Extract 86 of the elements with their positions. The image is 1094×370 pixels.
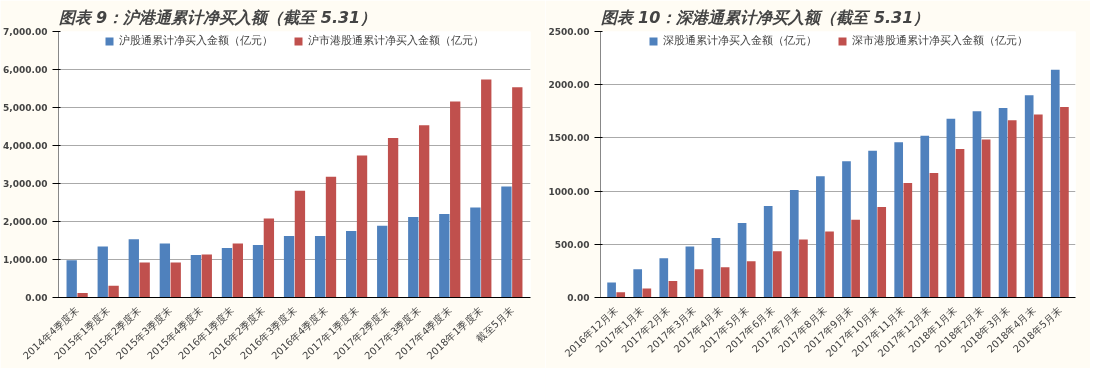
y-tick-label: 1,000.00: [3, 255, 48, 265]
bar: [501, 186, 512, 298]
legend-label: 沪市港股通累计净买入金额（亿元）: [308, 33, 484, 48]
bar: [633, 269, 643, 298]
bar: [659, 258, 669, 298]
bar: [450, 101, 461, 298]
bar: [694, 269, 704, 298]
bar: [877, 207, 887, 298]
bar: [1050, 69, 1060, 298]
bar: [512, 87, 523, 298]
bar: [418, 125, 430, 298]
bar: [1024, 95, 1034, 298]
y-tick-label: 1500.00: [548, 133, 590, 144]
bar: [66, 260, 77, 298]
y-tick-label: 5,000.00: [3, 103, 48, 113]
bar: [170, 262, 181, 298]
bar: [283, 235, 295, 298]
bar: [894, 142, 904, 298]
bar: [97, 246, 108, 298]
bar: [799, 239, 808, 298]
bar: [685, 246, 695, 298]
bar: [825, 231, 834, 298]
bar: [842, 161, 851, 298]
bar: [190, 254, 202, 298]
bar: [772, 251, 782, 298]
bar: [851, 219, 860, 298]
chart-title: 图表 10：深港通累计净买入额（截至 5.31）: [600, 7, 930, 27]
bar: [108, 285, 119, 298]
legend-label: 深市港股通累计净买入金额（亿元）: [851, 33, 1028, 48]
bar: [642, 288, 652, 298]
bar: [1060, 107, 1069, 298]
bar: [263, 218, 275, 298]
bar: [408, 216, 419, 298]
bar: [377, 225, 388, 298]
bar: [720, 267, 730, 298]
bar: [1033, 114, 1043, 298]
bar: [668, 281, 678, 298]
bar: [470, 207, 481, 298]
y-tick-label: 2,000.00: [3, 217, 48, 227]
y-tick-label: 7,000.00: [3, 27, 48, 37]
y-tick-label: 2000.00: [548, 80, 590, 91]
bar: [77, 292, 88, 298]
bar: [946, 118, 956, 298]
bar: [387, 137, 399, 298]
chart-title: 图表 9：沪港通累计净买入额（截至 5.31）: [58, 7, 377, 27]
bar: [232, 243, 243, 298]
bar: [920, 135, 930, 298]
y-tick-label: 4,000.00: [3, 141, 48, 151]
bar: [221, 248, 233, 298]
bar: [737, 223, 747, 298]
bar: [325, 176, 337, 298]
y-tick-label: 3,000.00: [3, 179, 48, 189]
bar: [616, 292, 626, 298]
legend-label: 深股通累计净买入金额（亿元）: [662, 33, 817, 48]
bar: [789, 190, 799, 298]
bar: [128, 239, 139, 298]
bar: [252, 245, 264, 298]
bar: [998, 108, 1008, 298]
bar: [981, 139, 991, 298]
bar: [816, 176, 825, 298]
bar: [439, 213, 450, 298]
y-tick-label: 0.00: [25, 293, 48, 303]
y-tick-label: 2500.00: [548, 27, 590, 37]
bar: [139, 262, 150, 298]
y-tick-label: 500.00: [554, 239, 590, 250]
bar: [481, 79, 492, 298]
bar: [201, 254, 212, 298]
bar: [314, 235, 326, 298]
bar: [955, 149, 965, 298]
bar: [711, 237, 721, 298]
bar: [868, 150, 877, 298]
bar: [607, 282, 616, 298]
bar: [356, 155, 368, 298]
bar: [294, 190, 306, 298]
bar: [746, 261, 756, 298]
bar: [972, 111, 982, 298]
bar: [929, 173, 939, 298]
bar: [903, 183, 913, 298]
y-tick-label: 6,000.00: [3, 65, 48, 75]
bar: [1007, 120, 1017, 298]
bar: [763, 206, 773, 298]
legend-label: 沪股通累计净买入金额（亿元）: [119, 33, 273, 48]
y-tick-label: 1000.00: [548, 186, 590, 197]
y-tick-label: 0.00: [567, 293, 590, 303]
bar: [159, 243, 171, 298]
bar: [346, 231, 357, 298]
